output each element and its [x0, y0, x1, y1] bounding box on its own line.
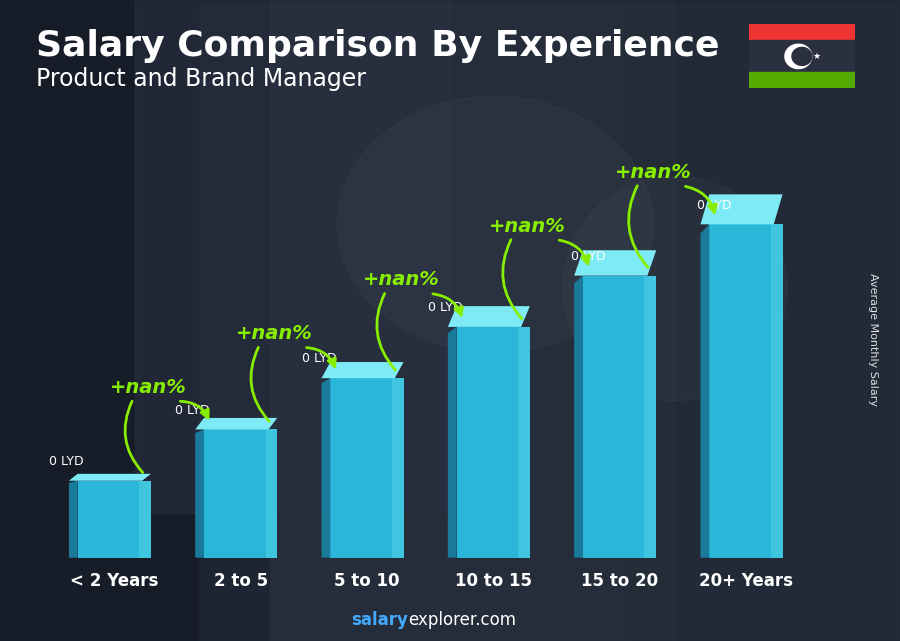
Bar	[270, 0, 675, 641]
Text: +nan%: +nan%	[489, 217, 566, 236]
Polygon shape	[574, 250, 656, 276]
Bar	[392, 378, 403, 558]
Polygon shape	[700, 194, 782, 224]
Text: ★: ★	[813, 52, 821, 61]
Text: 0 LYD: 0 LYD	[49, 455, 84, 468]
Polygon shape	[700, 224, 709, 558]
Bar	[770, 224, 782, 558]
Text: Salary Comparison By Experience: Salary Comparison By Experience	[36, 29, 719, 63]
Bar	[140, 481, 151, 558]
Text: +nan%: +nan%	[110, 378, 187, 397]
Polygon shape	[195, 429, 204, 558]
Text: salary: salary	[351, 612, 408, 629]
Bar	[135, 0, 450, 513]
Bar	[583, 276, 656, 558]
Polygon shape	[792, 47, 812, 65]
Text: explorer.com: explorer.com	[408, 612, 516, 629]
Polygon shape	[69, 474, 151, 481]
Bar	[0, 0, 198, 641]
Bar	[709, 224, 782, 558]
Polygon shape	[785, 44, 812, 69]
Polygon shape	[321, 362, 403, 378]
Text: 0 LYD: 0 LYD	[697, 199, 732, 212]
Text: 0 LYD: 0 LYD	[571, 250, 606, 263]
Polygon shape	[69, 481, 77, 558]
Bar	[266, 429, 277, 558]
Polygon shape	[195, 418, 277, 429]
Bar	[749, 72, 855, 88]
Text: 0 LYD: 0 LYD	[302, 353, 337, 365]
Text: +nan%: +nan%	[616, 163, 692, 182]
Text: +nan%: +nan%	[363, 271, 439, 290]
Polygon shape	[448, 306, 530, 327]
Text: 0 LYD: 0 LYD	[428, 301, 463, 314]
Ellipse shape	[562, 176, 788, 401]
Bar	[456, 327, 530, 558]
Bar	[749, 40, 855, 72]
Bar	[330, 378, 403, 558]
Polygon shape	[574, 276, 583, 558]
Bar	[204, 429, 277, 558]
Bar	[630, 0, 900, 641]
Text: Product and Brand Manager: Product and Brand Manager	[36, 67, 366, 91]
Bar	[77, 481, 151, 558]
Text: Average Monthly Salary: Average Monthly Salary	[868, 273, 878, 406]
Bar	[749, 24, 855, 40]
Text: 0 LYD: 0 LYD	[176, 404, 210, 417]
Bar	[518, 327, 530, 558]
Polygon shape	[321, 378, 330, 558]
Text: +nan%: +nan%	[237, 324, 313, 344]
Ellipse shape	[338, 96, 652, 353]
Bar	[644, 276, 656, 558]
Polygon shape	[448, 327, 456, 558]
